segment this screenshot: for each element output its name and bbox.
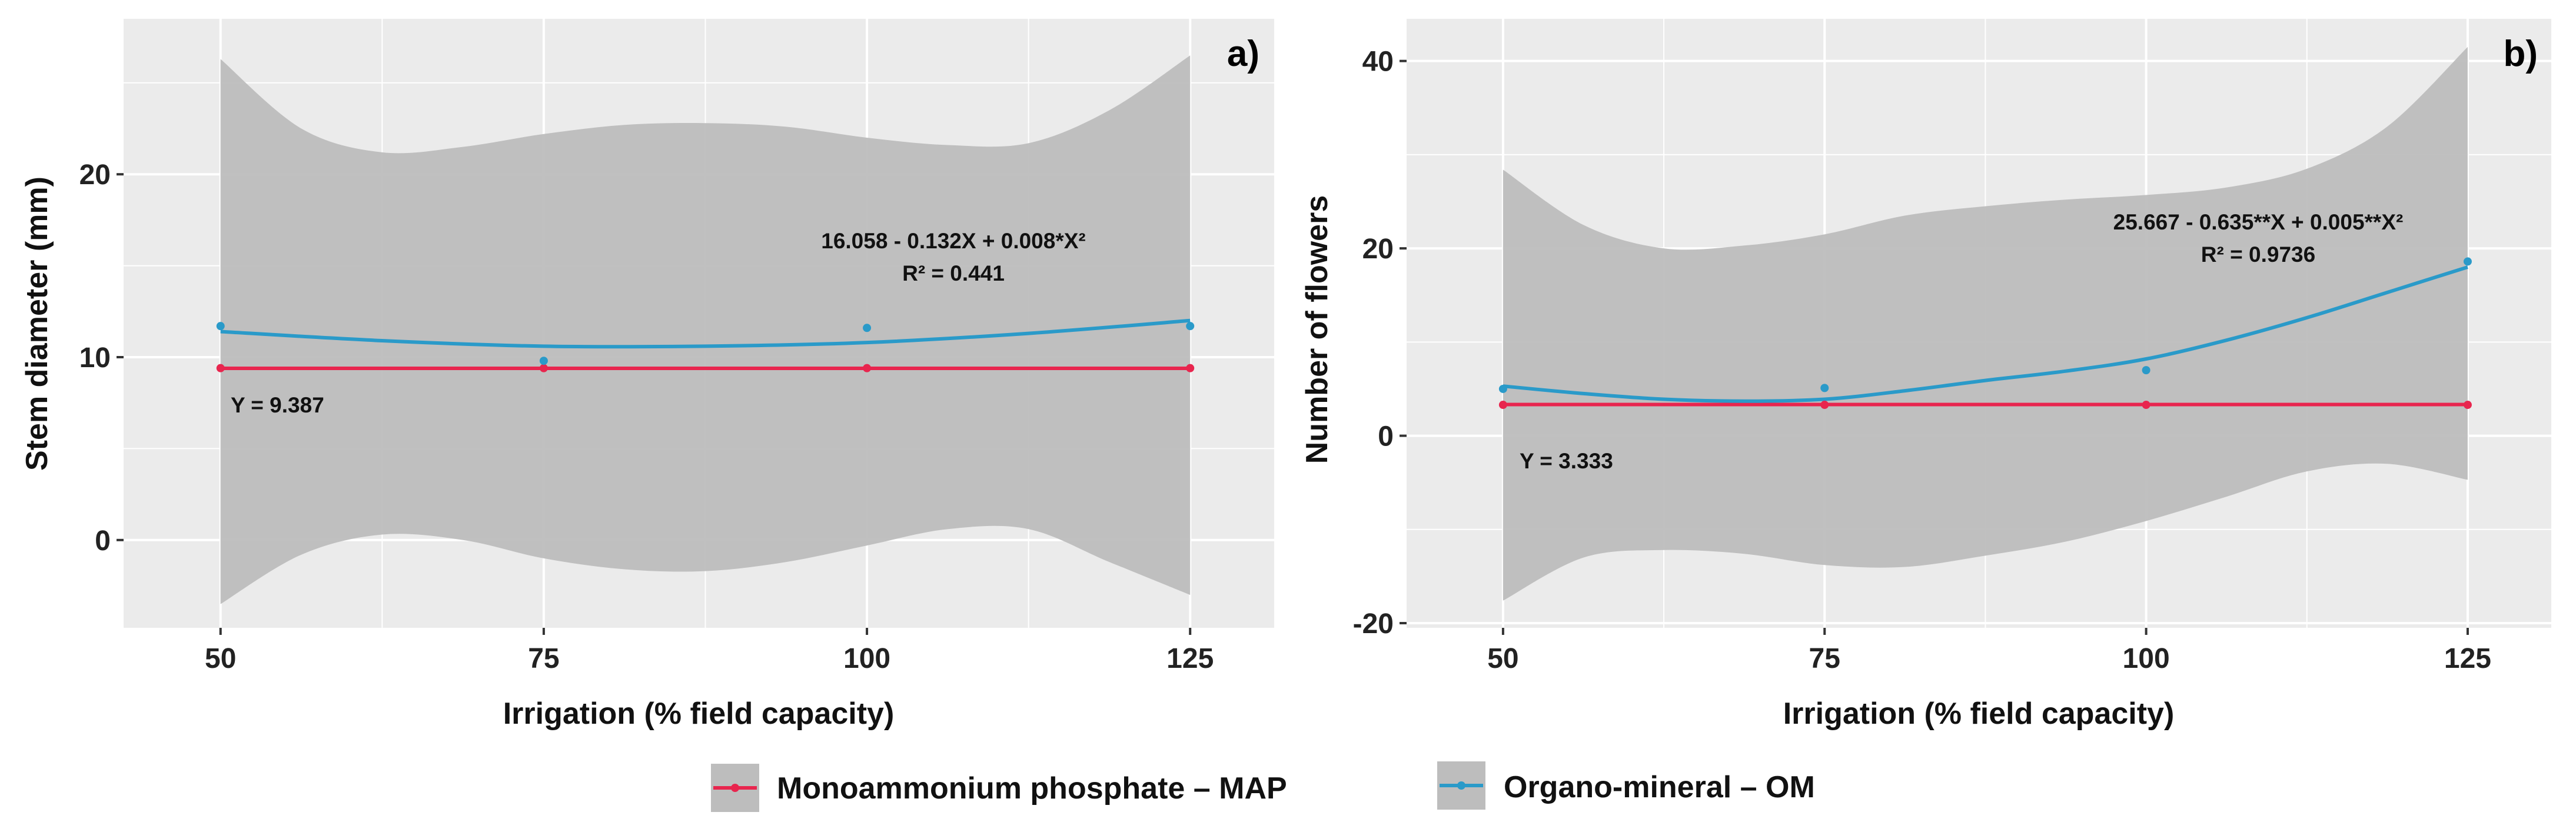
panel-a-y-axis-label: Stem diameter (mm) (20, 177, 54, 471)
panel-a-om-fit-line (220, 318, 1191, 349)
panel-b-label: b) (2503, 34, 2538, 74)
legend-label-om: Organo-mineral – OM (1504, 770, 1815, 804)
panel-a-x-tick-label: 50 (205, 643, 236, 674)
panel-a-om-point (1186, 322, 1195, 331)
legend-key-om-point (1457, 781, 1465, 790)
panel-a-x-tick-label: 75 (528, 643, 559, 674)
panel-b-y-tick-label: 40 (1362, 46, 1394, 78)
panel-b-annotation-r2: R² = 0.9736 (2201, 242, 2315, 267)
panel-a-y-tick-label: 0 (95, 525, 111, 557)
panel-b-om-points (1498, 257, 2472, 393)
panel-b-annotation-equation: 25.667 - 0.635**X + 0.005**X² (2113, 210, 2404, 234)
panel-a-x-axis-label: Irrigation (% field capacity) (503, 697, 895, 731)
panel-b-y-tick-label: 0 (1378, 421, 1394, 452)
panel-b-om-point (1820, 384, 1829, 392)
panel-a-annotation-equation: 16.058 - 0.132X + 0.008*X² (821, 229, 1085, 253)
panel-a-annotation-map: Y = 9.387 (231, 393, 324, 417)
panel-a-map-point (216, 364, 225, 372)
panel-b-map-point (2463, 401, 2472, 410)
panel-b-map-point (1820, 401, 1829, 410)
panel-a-x-tick-label: 100 (843, 643, 890, 674)
legend-item-map: Monoammonium phosphate – MAP (711, 764, 1287, 812)
panel-a-stem-diameter: 0 10 20 50 75 100 125 a) Y = 9.387 16.058 - 0… (20, 19, 1274, 731)
panel-b-y-axis-label: Number of flowers (1300, 195, 1334, 464)
panel-a-y-ticks: 0 10 20 (79, 159, 124, 557)
panel-b-om-point (2463, 257, 2472, 266)
panel-b-x-tick-label: 100 (2123, 643, 2170, 674)
panel-a-om-point (863, 324, 872, 332)
panel-b-y-ticks: -20 0 20 40 (1353, 46, 1407, 640)
panel-b-y-tick-label: 20 (1362, 234, 1394, 265)
legend: Monoammonium phosphate – MAP Organo-mine… (711, 761, 1815, 812)
panel-b-x-tick-label: 75 (1809, 643, 1840, 674)
panel-b-om-point (2142, 366, 2150, 375)
panel-b-x-tick-label: 125 (2444, 643, 2491, 674)
panel-b-om-point (1498, 384, 1507, 393)
panel-b-om-fit-line (1503, 265, 2468, 403)
panel-a-annotation-r2: R² = 0.441 (902, 261, 1005, 285)
panel-a-y-tick-label: 20 (79, 159, 111, 191)
panel-a-map-points (216, 364, 1195, 372)
panel-a-om-point (216, 322, 225, 331)
panel-a-y-tick-label: 10 (79, 342, 111, 374)
panel-a-map-point (539, 364, 548, 372)
panel-b-confidence-band (1503, 46, 2468, 601)
panel-b-x-tick-label: 50 (1487, 643, 1518, 674)
panel-b-number-of-flowers: -20 0 20 40 50 75 100 125 b) Y = 3.333 25.667 … (1300, 19, 2551, 731)
panel-a-om-points (216, 322, 1195, 365)
legend-key-map-point (731, 784, 739, 792)
panel-a-map-point (863, 364, 872, 372)
panel-b-x-ticks: 50 75 100 125 (1487, 628, 2491, 674)
legend-label-map: Monoammonium phosphate – MAP (777, 771, 1287, 806)
panel-b-y-tick-label: -20 (1353, 608, 1394, 640)
panel-b-map-point (2142, 401, 2150, 410)
panel-b-x-axis-label: Irrigation (% field capacity) (1783, 697, 2175, 731)
panel-b-map-points (1498, 401, 2472, 410)
panel-b-map-point (1498, 401, 1507, 410)
panel-a-x-tick-label: 125 (1166, 643, 1214, 674)
panel-a-confidence-band (220, 55, 1191, 604)
panel-a-map-point (1186, 364, 1195, 372)
panel-a-label: a) (1227, 34, 1259, 74)
panel-a-om-point (539, 357, 548, 365)
panel-a-x-ticks: 50 75 100 125 (205, 628, 1214, 674)
panel-b-annotation-map: Y = 3.333 (1520, 449, 1613, 473)
legend-item-om: Organo-mineral – OM (1437, 761, 1815, 810)
